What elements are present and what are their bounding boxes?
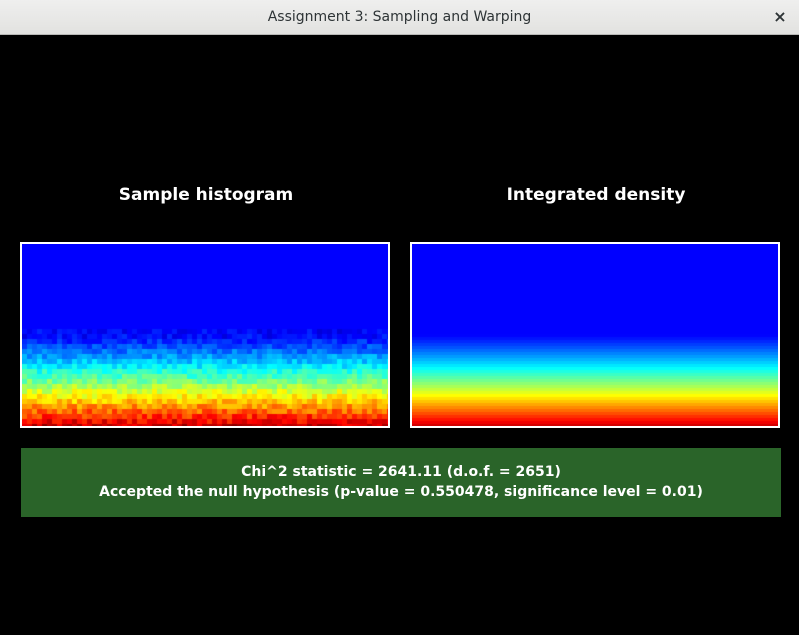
window-title: Assignment 3: Sampling and Warping bbox=[267, 9, 532, 25]
histogram-label: Sample histogram bbox=[118, 185, 294, 205]
null-hypothesis-text: Accepted the null hypothesis (p-value = … bbox=[99, 484, 703, 500]
sample-histogram-canvas bbox=[22, 244, 388, 426]
sample-histogram-image bbox=[20, 242, 390, 428]
window-titlebar: Assignment 3: Sampling and Warping × bbox=[0, 0, 799, 35]
chi2-statistic-text: Chi^2 statistic = 2641.11 (d.o.f. = 2651… bbox=[241, 464, 561, 480]
density-label: Integrated density bbox=[506, 185, 686, 205]
close-icon[interactable]: × bbox=[773, 7, 787, 26]
integrated-density-image bbox=[410, 242, 780, 428]
chi2-test-result: Chi^2 statistic = 2641.11 (d.o.f. = 2651… bbox=[21, 448, 781, 517]
main-content: Sample histogram Integrated density Chi^… bbox=[0, 35, 799, 635]
integrated-density-canvas bbox=[412, 244, 778, 426]
